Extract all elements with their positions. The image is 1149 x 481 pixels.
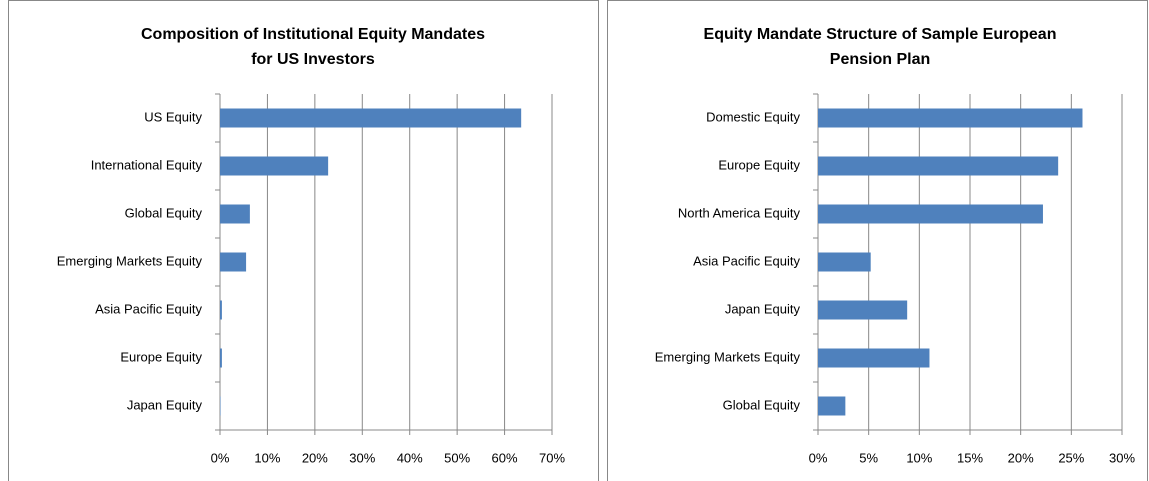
bar [220,108,522,128]
bar [818,204,1043,224]
chart-title: Pension Plan [830,51,930,68]
y-tick-label: Asia Pacific Equity [95,301,202,316]
x-tick-label: 25% [1058,450,1084,465]
y-tick-label: Japan Equity [725,301,801,316]
chart-title: Composition of Institutional Equity Mand… [141,26,485,43]
y-tick-label: Global Equity [125,205,203,220]
y-tick-label: Japan Equity [127,397,203,412]
panel-border [607,0,1148,481]
y-tick-label: Emerging Markets Equity [655,349,801,364]
bar [220,348,222,368]
bar [220,156,329,176]
bar [220,300,222,320]
x-tick-label: 70% [539,450,565,465]
x-tick-label: 60% [492,450,518,465]
x-tick-label: 0% [809,450,828,465]
x-tick-label: 0% [211,450,230,465]
y-tick-label: Domestic Equity [706,109,800,124]
x-tick-label: 30% [1109,450,1135,465]
x-tick-label: 10% [906,450,932,465]
x-tick-label: 5% [859,450,878,465]
x-tick-label: 10% [254,450,280,465]
x-tick-label: 20% [1008,450,1034,465]
y-tick-label: Global Equity [723,397,801,412]
x-tick-label: 30% [349,450,375,465]
x-tick-label: 40% [397,450,423,465]
bar [220,252,247,272]
chart-title: for US Investors [251,51,375,68]
y-tick-label: International Equity [91,157,203,172]
y-tick-label: Europe Equity [718,157,800,172]
x-tick-label: 50% [444,450,470,465]
bar [818,396,846,416]
bar [818,348,930,368]
bar [818,252,871,272]
y-tick-label: US Equity [144,109,202,124]
y-tick-label: Asia Pacific Equity [693,253,800,268]
y-tick-label: Emerging Markets Equity [57,253,203,268]
bar [220,204,250,224]
x-tick-label: 15% [957,450,983,465]
y-tick-label: North America Equity [678,205,801,220]
panel-border [8,0,599,481]
chart-title: Equity Mandate Structure of Sample Europ… [704,26,1057,43]
y-tick-label: Europe Equity [120,349,202,364]
bar [818,300,908,320]
x-tick-label: 20% [302,450,328,465]
bar [818,108,1083,128]
bar [818,156,1059,176]
